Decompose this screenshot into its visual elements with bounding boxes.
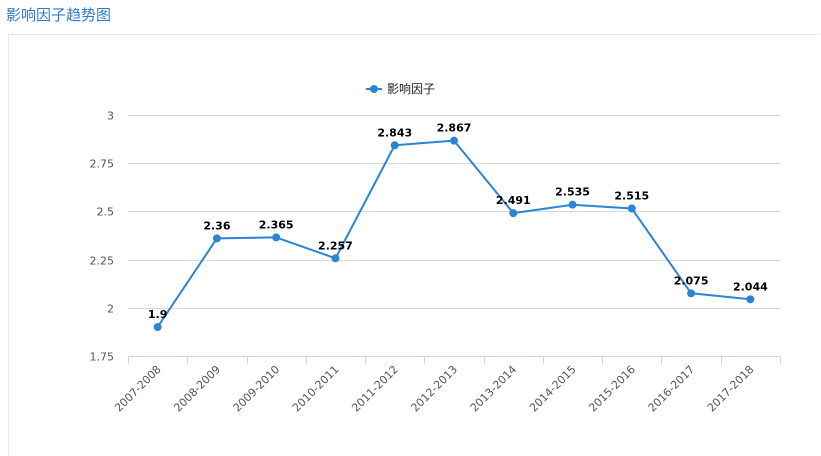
data-label: 2.491 [496,194,531,207]
page-title: 影响因子趋势图 [6,6,112,24]
data-point[interactable] [687,289,696,298]
x-tick-label: 2009-2010 [231,363,283,415]
data-label: 2.515 [614,190,649,203]
series-line-path [156,139,751,328]
y-axis: 1.75 2 2.25 2.5 2.75 3 [90,110,115,364]
data-label: 2.365 [259,218,294,231]
x-tick-label: 2010-2011 [290,363,342,415]
data-label: 2.867 [437,122,472,135]
x-tick-label: 2017-2018 [705,363,757,415]
series-line [153,136,755,332]
y-tick-label: 1.75 [90,351,115,364]
y-tick-label: 2.5 [97,206,115,219]
y-tick-label: 3 [107,110,114,123]
x-tick-label: 2013-2014 [468,363,520,415]
data-label: 2.535 [555,186,590,199]
data-label: 2.843 [377,126,412,139]
chart-panel [8,34,820,456]
data-point[interactable] [153,323,162,332]
data-label: 1.9 [148,308,168,321]
data-label: 2.044 [733,280,768,293]
x-tick-label: 2008-2009 [171,363,223,415]
x-tick-label: 2007-2008 [112,363,164,415]
data-labels: 1.9 2.36 2.365 2.257 2.843 2.867 2.491 2.535 2.5… [148,122,768,321]
legend-label[interactable]: 影响因子 [387,81,435,96]
data-label: 2.257 [318,239,353,252]
data-point[interactable] [272,233,281,242]
data-point[interactable] [746,295,755,304]
data-point[interactable] [390,141,399,150]
data-point[interactable] [568,200,577,209]
x-tick-label: 2011-2012 [349,363,401,415]
data-label: 2.36 [203,219,230,232]
data-label: 2.075 [674,274,709,287]
data-point[interactable] [212,234,221,243]
y-tick-label: 2.25 [90,255,115,268]
x-tick-label: 2012-2013 [409,363,461,415]
data-point[interactable] [509,209,518,218]
data-point[interactable] [627,204,636,213]
grid-lines [128,115,780,309]
data-point[interactable] [450,136,458,145]
legend[interactable]: 影响因子 [366,81,435,96]
legend-marker [370,85,378,93]
y-tick-label: 2 [107,303,114,316]
x-tick-label: 2014-2015 [527,363,579,415]
x-axis: 2007-2008 2008-2009 2009-2010 2010-2011 2011… [112,356,781,415]
data-point[interactable] [331,254,340,263]
y-tick-label: 2.75 [90,158,115,171]
x-tick-label: 2015-2016 [586,363,638,415]
x-tick-label: 2016-2017 [646,363,698,415]
